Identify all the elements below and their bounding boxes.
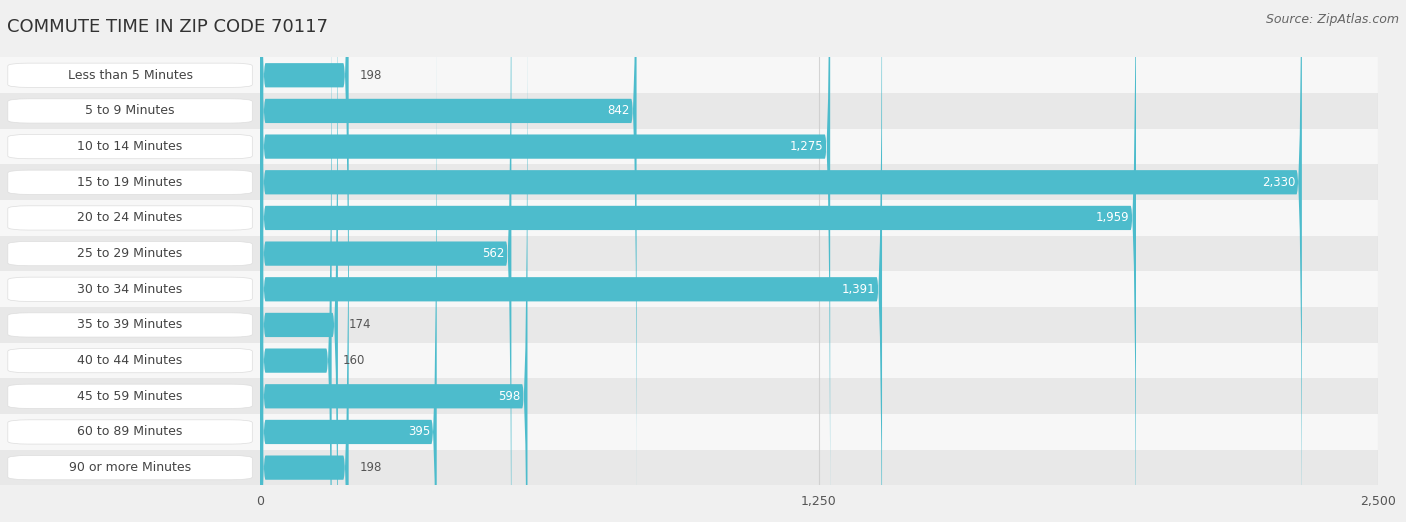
Bar [260,200,1378,236]
FancyBboxPatch shape [260,0,512,522]
FancyBboxPatch shape [8,456,252,480]
Text: Source: ZipAtlas.com: Source: ZipAtlas.com [1265,13,1399,26]
Bar [0,57,260,93]
FancyBboxPatch shape [8,63,252,87]
FancyBboxPatch shape [8,313,252,337]
Text: 562: 562 [482,247,505,260]
Bar [0,164,260,200]
Text: 45 to 59 Minutes: 45 to 59 Minutes [77,390,183,403]
Bar [260,57,1378,93]
Text: 842: 842 [607,104,630,117]
Bar [0,450,260,485]
Bar [0,236,260,271]
Text: 395: 395 [408,425,430,438]
Text: 2,330: 2,330 [1261,176,1295,189]
Bar [260,414,1378,450]
Bar [0,378,260,414]
Bar [260,271,1378,307]
Bar [0,343,260,378]
Bar [0,414,260,450]
Bar [260,307,1378,343]
Text: COMMUTE TIME IN ZIP CODE 70117: COMMUTE TIME IN ZIP CODE 70117 [7,18,328,36]
FancyBboxPatch shape [260,0,527,522]
Text: Less than 5 Minutes: Less than 5 Minutes [67,69,193,82]
FancyBboxPatch shape [260,0,1136,522]
FancyBboxPatch shape [8,277,252,301]
FancyBboxPatch shape [8,99,252,123]
Text: 30 to 34 Minutes: 30 to 34 Minutes [77,283,183,296]
Bar [0,200,260,236]
Text: 1,959: 1,959 [1095,211,1129,224]
FancyBboxPatch shape [260,0,830,522]
Text: 20 to 24 Minutes: 20 to 24 Minutes [77,211,183,224]
Text: 10 to 14 Minutes: 10 to 14 Minutes [77,140,183,153]
Text: 198: 198 [360,461,382,474]
FancyBboxPatch shape [8,384,252,408]
Text: 90 or more Minutes: 90 or more Minutes [69,461,191,474]
Bar [260,129,1378,164]
FancyBboxPatch shape [260,0,337,522]
FancyBboxPatch shape [260,52,349,522]
FancyBboxPatch shape [260,0,349,491]
Text: 198: 198 [360,69,382,82]
Bar [260,378,1378,414]
FancyBboxPatch shape [260,0,637,522]
Bar [260,236,1378,271]
Text: 160: 160 [343,354,366,367]
FancyBboxPatch shape [260,16,437,522]
Text: 25 to 29 Minutes: 25 to 29 Minutes [77,247,183,260]
FancyBboxPatch shape [8,420,252,444]
Bar [0,307,260,343]
FancyBboxPatch shape [8,242,252,266]
FancyBboxPatch shape [8,349,252,373]
FancyBboxPatch shape [8,135,252,159]
FancyBboxPatch shape [260,0,1302,522]
Text: 598: 598 [499,390,520,403]
Text: 35 to 39 Minutes: 35 to 39 Minutes [77,318,183,331]
Text: 174: 174 [349,318,371,331]
FancyBboxPatch shape [8,206,252,230]
FancyBboxPatch shape [260,0,882,522]
FancyBboxPatch shape [8,170,252,194]
Bar [0,129,260,164]
Bar [260,164,1378,200]
Text: 1,391: 1,391 [842,283,876,296]
Text: 60 to 89 Minutes: 60 to 89 Minutes [77,425,183,438]
Bar [0,93,260,129]
Bar [260,93,1378,129]
Bar [260,450,1378,485]
Text: 40 to 44 Minutes: 40 to 44 Minutes [77,354,183,367]
Bar [0,271,260,307]
Text: 1,275: 1,275 [790,140,824,153]
Text: 15 to 19 Minutes: 15 to 19 Minutes [77,176,183,189]
Text: 5 to 9 Minutes: 5 to 9 Minutes [86,104,174,117]
Bar [260,343,1378,378]
FancyBboxPatch shape [260,0,332,522]
